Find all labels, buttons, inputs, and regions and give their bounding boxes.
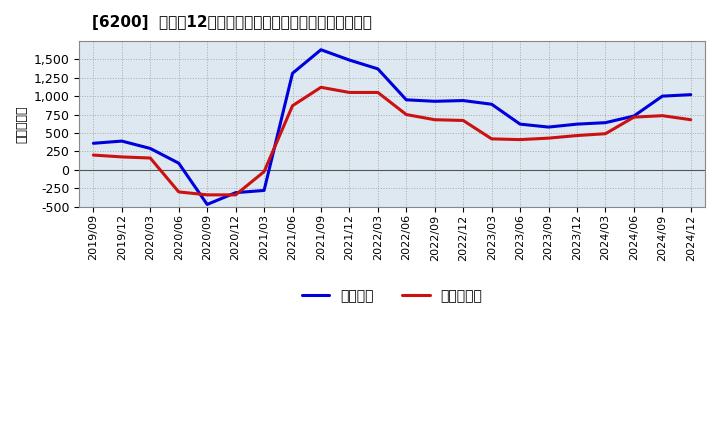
当期純利益 xyxy=(431,117,439,122)
経常利益 xyxy=(89,141,98,146)
経常利益 xyxy=(260,188,269,193)
当期純利益 xyxy=(374,90,382,95)
経常利益 xyxy=(317,47,325,52)
Y-axis label: （百万円）: （百万円） xyxy=(15,105,28,143)
経常利益 xyxy=(629,114,638,119)
経常利益 xyxy=(146,146,155,151)
当期純利益 xyxy=(629,114,638,120)
経常利益 xyxy=(288,71,297,76)
当期純利益 xyxy=(487,136,496,142)
当期純利益 xyxy=(516,137,524,142)
経常利益 xyxy=(516,121,524,127)
経常利益 xyxy=(487,102,496,107)
Line: 経常利益: 経常利益 xyxy=(94,50,690,205)
経常利益 xyxy=(686,92,695,97)
当期純利益 xyxy=(601,131,610,136)
当期純利益 xyxy=(658,113,667,118)
当期純利益 xyxy=(288,103,297,108)
経常利益 xyxy=(345,57,354,62)
経常利益 xyxy=(572,121,581,127)
Legend: 経常利益, 当期純利益: 経常利益, 当期純利益 xyxy=(296,283,488,308)
Line: 当期純利益: 当期純利益 xyxy=(94,87,690,195)
当期純利益 xyxy=(345,90,354,95)
経常利益 xyxy=(459,98,467,103)
当期純利益 xyxy=(459,118,467,123)
当期純利益 xyxy=(260,169,269,174)
経常利益 xyxy=(231,190,240,195)
経常利益 xyxy=(658,94,667,99)
経常利益 xyxy=(117,139,126,144)
当期純利益 xyxy=(402,112,410,117)
当期純利益 xyxy=(572,133,581,138)
当期純利益 xyxy=(174,189,183,194)
経常利益 xyxy=(174,161,183,166)
当期純利益 xyxy=(203,192,212,198)
当期純利益 xyxy=(317,84,325,90)
当期純利益 xyxy=(544,136,553,141)
経常利益 xyxy=(374,66,382,72)
当期純利益 xyxy=(686,117,695,122)
当期純利益 xyxy=(231,192,240,198)
当期純利益 xyxy=(117,154,126,160)
経常利益 xyxy=(431,99,439,104)
経常利益 xyxy=(402,97,410,103)
経常利益 xyxy=(544,125,553,130)
経常利益 xyxy=(601,120,610,125)
経常利益 xyxy=(203,202,212,207)
当期純利益 xyxy=(146,155,155,161)
Text: [6200]  利益だ12か月移動合計の対前年同期増減額の推移: [6200] 利益だ12か月移動合計の対前年同期増減額の推移 xyxy=(91,15,372,30)
当期純利益 xyxy=(89,152,98,158)
